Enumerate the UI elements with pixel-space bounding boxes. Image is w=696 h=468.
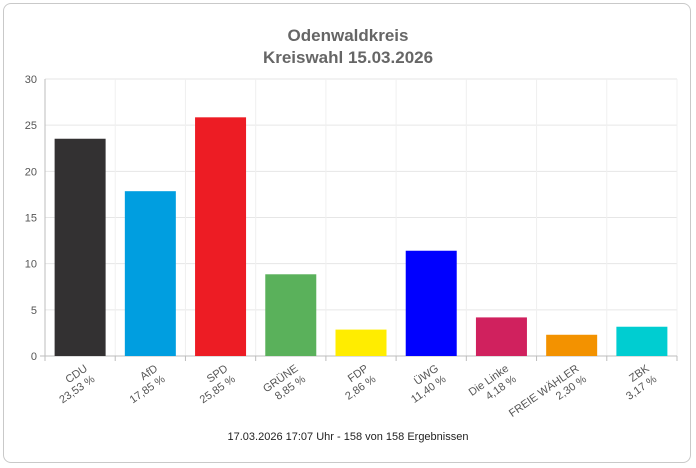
x-category-label: GRÜNE8,85 % bbox=[261, 363, 308, 406]
x-category-label: FREIE WÄHLER2,30 % bbox=[507, 363, 589, 431]
bar-spd bbox=[195, 117, 247, 357]
y-tick-label: 10 bbox=[25, 259, 37, 271]
bar-die-linke bbox=[475, 317, 527, 356]
y-tick-label: 0 bbox=[31, 351, 37, 363]
bar-zbk bbox=[616, 326, 668, 356]
x-category-label: FDP2,86 % bbox=[336, 363, 379, 403]
y-tick-label: 25 bbox=[25, 120, 37, 132]
bar-üwg bbox=[405, 250, 457, 356]
chart-frame bbox=[3, 3, 691, 463]
x-category-label: Die Linke4,18 % bbox=[467, 363, 519, 410]
chart-title: Odenwaldkreis bbox=[287, 26, 409, 45]
results-footer: 17.03.2026 17:07 Uhr - 158 von 158 Ergeb… bbox=[227, 431, 469, 443]
bar-cdu bbox=[54, 138, 106, 356]
bar-afd bbox=[124, 191, 176, 356]
y-tick-label: 30 bbox=[25, 74, 37, 86]
y-tick-label: 20 bbox=[25, 166, 37, 178]
bar-fdp bbox=[335, 329, 387, 356]
bar-grüne bbox=[265, 274, 317, 356]
y-tick-label: 5 bbox=[31, 305, 37, 317]
bar-freie-wähler bbox=[546, 334, 598, 356]
x-category-label: ÜWG11,40 % bbox=[402, 363, 449, 406]
chart-subtitle: Kreiswahl 15.03.2026 bbox=[262, 48, 434, 67]
x-category-label: CDU23,53 % bbox=[50, 363, 98, 407]
x-category-label: SPD25,85 % bbox=[190, 363, 238, 407]
x-category-label: ZBK3,17 % bbox=[617, 362, 660, 402]
y-tick-label: 15 bbox=[25, 213, 37, 225]
x-category-label: AfD17,85 % bbox=[120, 363, 168, 407]
